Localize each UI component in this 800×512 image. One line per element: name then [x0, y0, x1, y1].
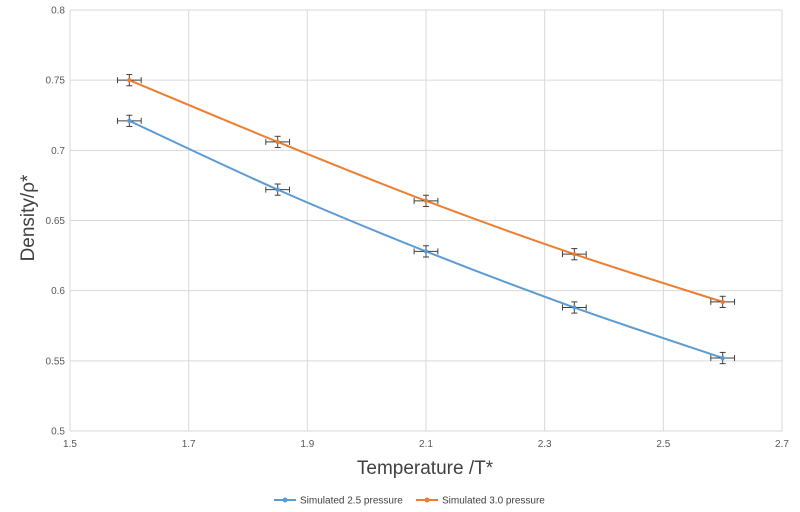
data-point — [275, 139, 280, 145]
error-bar — [710, 295, 736, 309]
y-tick-label: 0.7 — [51, 146, 65, 157]
x-tick-label: 1.7 — [182, 439, 196, 450]
series-1 — [116, 114, 736, 365]
legend-swatch-marker — [282, 497, 288, 503]
data-point — [572, 251, 577, 257]
data-point — [127, 118, 132, 124]
legend-label: Simulated 3.0 pressure — [442, 496, 545, 507]
legend: Simulated 2.5 pressure Simulated 3.0 pres… — [274, 496, 545, 507]
y-tick-label: 0.8 — [51, 6, 65, 17]
legend-label: Simulated 2.5 pressure — [300, 496, 403, 507]
data-point — [423, 249, 429, 254]
data-point — [720, 299, 725, 305]
y-axis-title: Density/ρ* — [18, 174, 39, 261]
x-tick-label: 2.5 — [656, 439, 670, 450]
legend-item-2: Simulated 3.0 pressure — [416, 496, 545, 507]
x-tick-label: 2.3 — [538, 439, 552, 450]
data-point — [423, 198, 429, 204]
legend-swatch-marker — [424, 497, 430, 503]
x-axis-title: Temperature /T* — [357, 458, 494, 479]
legend-item-1: Simulated 2.5 pressure — [274, 496, 403, 507]
data-point — [127, 77, 132, 83]
y-tick-label: 0.65 — [46, 216, 66, 227]
series-2 — [116, 74, 736, 309]
x-tick-label: 2.1 — [419, 439, 433, 450]
y-tick-label: 0.5 — [51, 427, 65, 438]
x-tick-label: 1.9 — [300, 439, 314, 450]
data-point — [275, 187, 280, 192]
data-point — [572, 305, 577, 310]
y-tick-label: 0.75 — [46, 76, 66, 87]
x-tick-label: 2.7 — [775, 439, 789, 450]
data-point — [720, 355, 725, 361]
y-tick-label: 0.55 — [46, 356, 66, 367]
x-tick-label: 1.5 — [63, 439, 77, 450]
y-tick-label: 0.6 — [51, 286, 65, 297]
